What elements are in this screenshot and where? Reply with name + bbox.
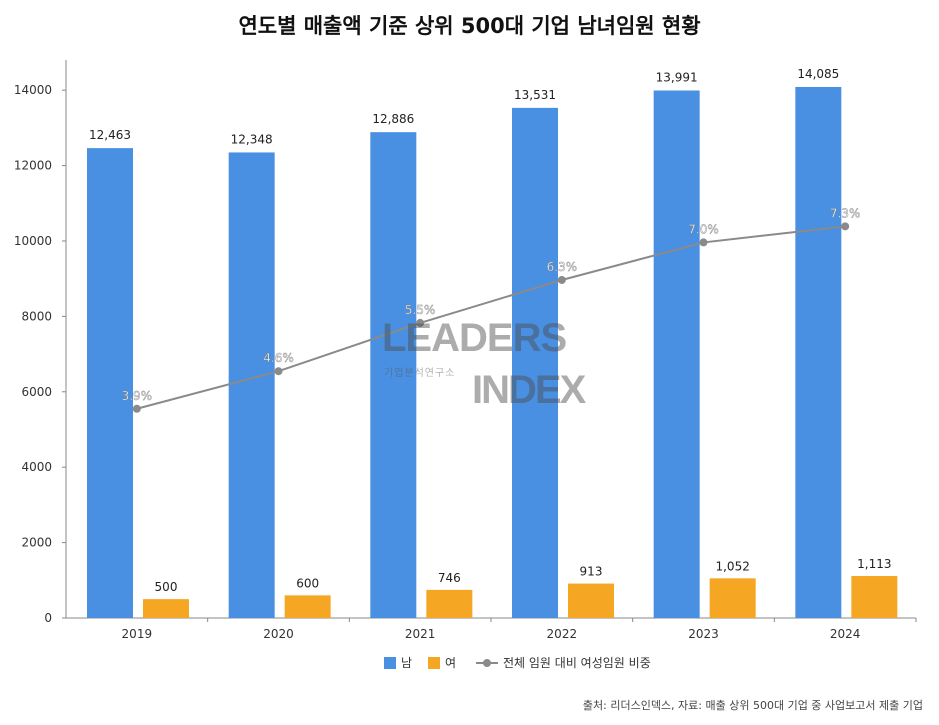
data-label-female: 746 — [438, 571, 461, 585]
ratio-label: 6.3% — [547, 260, 578, 274]
y-tick-label: 4000 — [21, 460, 52, 474]
data-label-male: 13,531 — [514, 88, 556, 102]
ratio-line — [136, 225, 846, 410]
y-tick-label: 10000 — [14, 234, 52, 248]
bar-male — [87, 148, 133, 619]
data-label-female: 600 — [296, 576, 319, 590]
y-tick-label: 12000 — [14, 159, 52, 173]
legend-label-female: 여 — [445, 656, 457, 670]
ratio-point — [557, 275, 566, 284]
legend-item-male[interactable]: 남 — [384, 654, 412, 671]
data-label-female: 500 — [155, 580, 178, 594]
x-tick-label: 2024 — [830, 627, 861, 641]
x-tick-label: 2019 — [122, 627, 153, 641]
chart-legend: 남 여 전체 임원 대비 여성임원 비중 — [0, 654, 939, 674]
x-tick-label: 2023 — [688, 627, 719, 641]
data-label-male: 12,348 — [231, 132, 273, 146]
ratio-point — [132, 404, 141, 413]
legend-swatch-female — [428, 656, 440, 669]
x-tick-label: 2022 — [547, 627, 578, 641]
bar-female — [143, 599, 189, 618]
bar-male — [228, 152, 275, 618]
legend-swatch-male — [384, 656, 396, 669]
ratio-label: 3.9% — [122, 389, 153, 403]
ratio-point — [699, 238, 708, 247]
ratio-label: 4.6% — [263, 351, 294, 365]
legend-label-ratio: 전체 임원 대비 여성임원 비중 — [503, 656, 651, 670]
legend-item-female[interactable]: 여 — [428, 654, 456, 671]
x-tick-label: 2021 — [405, 627, 436, 641]
data-label-male: 12,463 — [89, 128, 131, 142]
chart-title: 연도별 매출액 기준 상위 500대 기업 남녀임원 현황 — [238, 14, 701, 38]
ratio-point — [416, 318, 425, 327]
legend-label-male: 남 — [401, 656, 413, 670]
ratio-point — [274, 367, 283, 376]
bar-female — [709, 578, 756, 618]
y-tick-label: 14000 — [14, 83, 52, 97]
y-tick-label: 8000 — [21, 309, 52, 323]
bar-female — [851, 576, 898, 618]
bar-male — [512, 107, 558, 618]
data-label-male: 13,991 — [656, 71, 698, 85]
data-label-male: 12,886 — [372, 112, 414, 126]
data-label-female: 1,052 — [715, 559, 749, 573]
data-label-male: 14,085 — [797, 67, 839, 81]
data-label-female: 1,113 — [857, 557, 891, 571]
bar-female — [426, 589, 473, 618]
bar-male — [653, 90, 700, 619]
bar-male — [795, 86, 842, 618]
ratio-label: 7.0% — [688, 222, 719, 236]
legend-item-ratio[interactable]: 전체 임원 대비 여성임원 비중 — [476, 654, 651, 671]
source-note: 출처: 리더스인덱스, 자료: 매출 상위 500대 기업 중 사업보고서 제출… — [582, 699, 923, 712]
bar-male — [370, 132, 417, 619]
bar-female — [284, 595, 331, 618]
legend-swatch-ratio — [476, 657, 498, 669]
data-label-female: 913 — [580, 565, 603, 579]
y-tick-label: 2000 — [21, 536, 52, 550]
ratio-label: 7.3% — [830, 206, 861, 220]
ratio-label: 5.5% — [405, 303, 436, 317]
y-tick-label: 6000 — [21, 385, 52, 399]
ratio-point — [841, 222, 850, 231]
x-tick-label: 2020 — [263, 627, 294, 641]
bar-female — [568, 583, 614, 618]
y-tick-label: 0 — [44, 611, 52, 625]
